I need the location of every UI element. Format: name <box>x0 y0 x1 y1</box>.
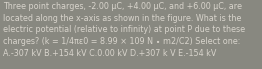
Text: Three point charges, -2.00 μC, +4.00 μC, and +6.00 μC, are
located along the x-a: Three point charges, -2.00 μC, +4.00 μC,… <box>3 2 245 58</box>
